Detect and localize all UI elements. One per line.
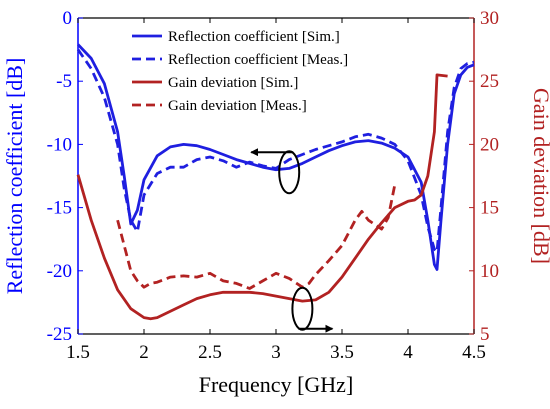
series-line-1: [76, 43, 475, 271]
y-axis-title-left: Reflection coefficient [dB]: [2, 58, 27, 295]
y-tick-label-left: -20: [47, 261, 72, 282]
legend-label-3: Gain deviation [Sim.]: [168, 75, 298, 91]
y-tick-label-right: 15: [480, 198, 499, 219]
x-tick-label: 3.5: [330, 342, 354, 363]
series-line-4: [116, 184, 397, 290]
series-layer: [76, 43, 475, 321]
y-tick-label-left: -5: [56, 71, 72, 92]
annotation-ellipse-2: [291, 286, 314, 331]
y-tick-label-left: -25: [47, 324, 72, 345]
y-tick-label-right: 20: [480, 134, 499, 155]
series-line-3: [76, 73, 448, 321]
y-tick-label-right: 30: [480, 8, 499, 29]
x-tick-label: 3: [271, 342, 281, 363]
y-tick-label-left: -15: [47, 198, 72, 219]
x-tick-label: 4.5: [462, 342, 486, 363]
y-tick-label-left: -10: [47, 134, 72, 155]
y-tick-label-right: 25: [480, 71, 499, 92]
series-line-2: [76, 48, 475, 254]
y-tick-label-right: 10: [480, 261, 499, 282]
annotation-layer: [250, 148, 334, 333]
x-tick-label: 2: [139, 342, 149, 363]
legend: Reflection coefficient [Sim.] Reflection …: [132, 29, 348, 114]
ticks-layer: 1.5 2 2.5 3 3.5 4 4.5 0 -5 -10 -15 -20 -25 30 25 20 15 10…: [47, 8, 499, 363]
legend-label-2: Reflection coefficient [Meas.]: [168, 52, 348, 68]
x-tick-label: 1.5: [66, 342, 90, 363]
y-tick-label-left: 0: [63, 8, 73, 29]
legend-label-1: Reflection coefficient [Sim.]: [168, 29, 340, 45]
y-tick-label-right: 5: [480, 324, 490, 345]
legend-label-4: Gain deviation [Meas.]: [168, 98, 307, 114]
x-axis-title: Frequency [GHz]: [199, 372, 354, 397]
annotation-ellipse-1: [278, 150, 301, 195]
x-tick-label: 4: [403, 342, 413, 363]
x-tick-label: 2.5: [198, 342, 222, 363]
y-axis-title-right: Gain deviation [dB]: [529, 88, 550, 264]
